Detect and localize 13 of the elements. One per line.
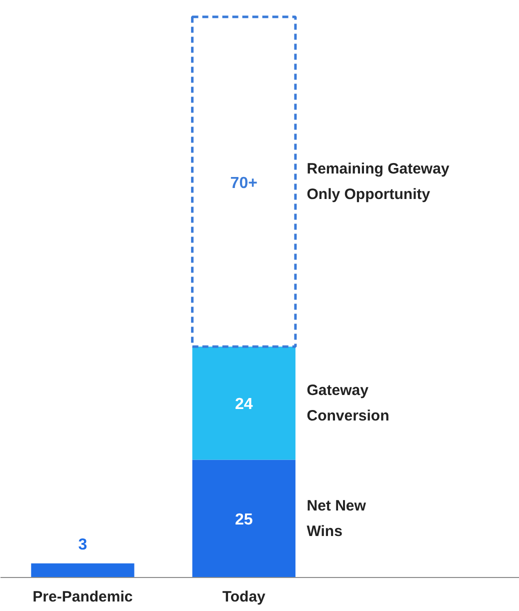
x-tick-label: Pre-Pandemic bbox=[32, 588, 133, 606]
series-label: Remaining Gateway Only Opportunity bbox=[306, 160, 450, 204]
bar bbox=[31, 563, 134, 578]
bar bbox=[191, 16, 297, 348]
series-label: Net New Wins bbox=[306, 497, 366, 540]
x-tick-label: Today bbox=[222, 588, 266, 606]
bar bbox=[192, 460, 296, 578]
bar bbox=[192, 346, 296, 460]
data-label: 25 bbox=[234, 512, 253, 529]
data-label: 3 bbox=[78, 536, 88, 554]
data-label: 24 bbox=[234, 396, 253, 414]
series-label: Gateway Conversion bbox=[306, 382, 390, 424]
data-label: 70+ bbox=[230, 174, 258, 192]
